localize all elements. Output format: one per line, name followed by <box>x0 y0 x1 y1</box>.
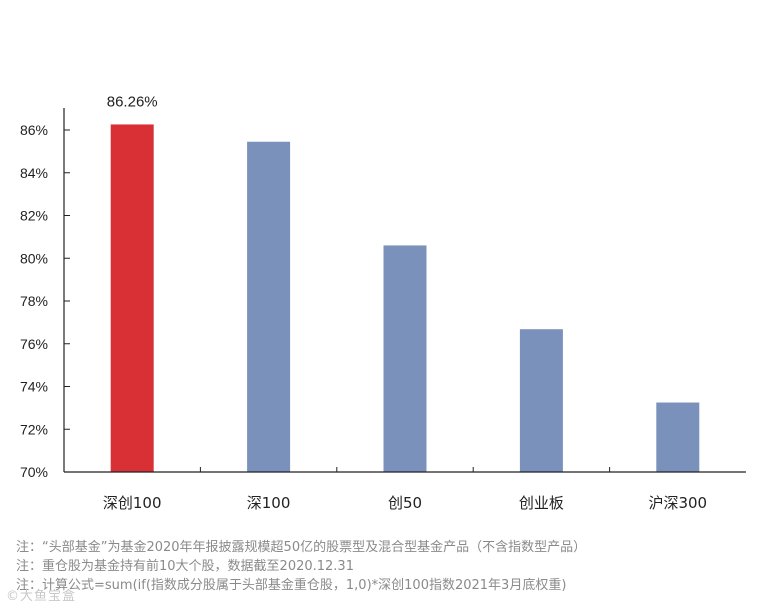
y-tick-label: 78% <box>20 293 48 309</box>
bar-3 <box>383 245 427 472</box>
data-label: 86.26% <box>107 93 158 110</box>
footnotes: 注：“头部基金”为基金2020年年报披露规模超50亿的股票型及混合型基金产品（不… <box>16 538 766 595</box>
bar-4 <box>519 329 563 472</box>
x-axis: 深创100 深100 创50 创业板 沪深300 <box>64 467 746 512</box>
bars: 86.26% <box>107 93 700 472</box>
y-tick-label: 80% <box>20 250 48 266</box>
bar-chart: 70% 72% 74% 76% 78% 80% 82% 84% 86% 86.26% 深创100… <box>20 93 746 512</box>
bar-1 <box>110 124 154 472</box>
y-tick-label: 76% <box>20 336 48 352</box>
footnote-3: 注：计算公式=sum(if(指数成分股属于头部基金重仓股，1,0)*深创100指… <box>16 578 567 593</box>
bar-5 <box>656 402 700 472</box>
x-category-label: 深100 <box>247 494 291 512</box>
y-tick-label: 84% <box>20 165 48 181</box>
y-tick-label: 72% <box>20 421 48 437</box>
y-tick-label: 74% <box>20 379 48 395</box>
bar-2 <box>247 141 291 472</box>
y-tick-label: 82% <box>20 208 48 224</box>
x-category-label: 沪深300 <box>648 494 707 512</box>
x-category-label: 创50 <box>388 494 422 512</box>
y-tick-label: 86% <box>20 122 48 138</box>
footnote-1: 注：“头部基金”为基金2020年年报披露规模超50亿的股票型及混合型基金产品（不… <box>16 540 587 555</box>
y-tick-label: 70% <box>20 464 48 480</box>
x-category-label: 创业板 <box>519 494 564 512</box>
x-category-label: 深创100 <box>103 494 162 512</box>
watermark: ©大鱼宝盒 <box>6 589 77 604</box>
footnote-2: 注：重仓股为基金持有前10大个股，数据截至2020.12.31 <box>16 559 354 574</box>
y-axis: 70% 72% 74% 76% 78% 80% 82% 84% 86% <box>20 108 70 480</box>
